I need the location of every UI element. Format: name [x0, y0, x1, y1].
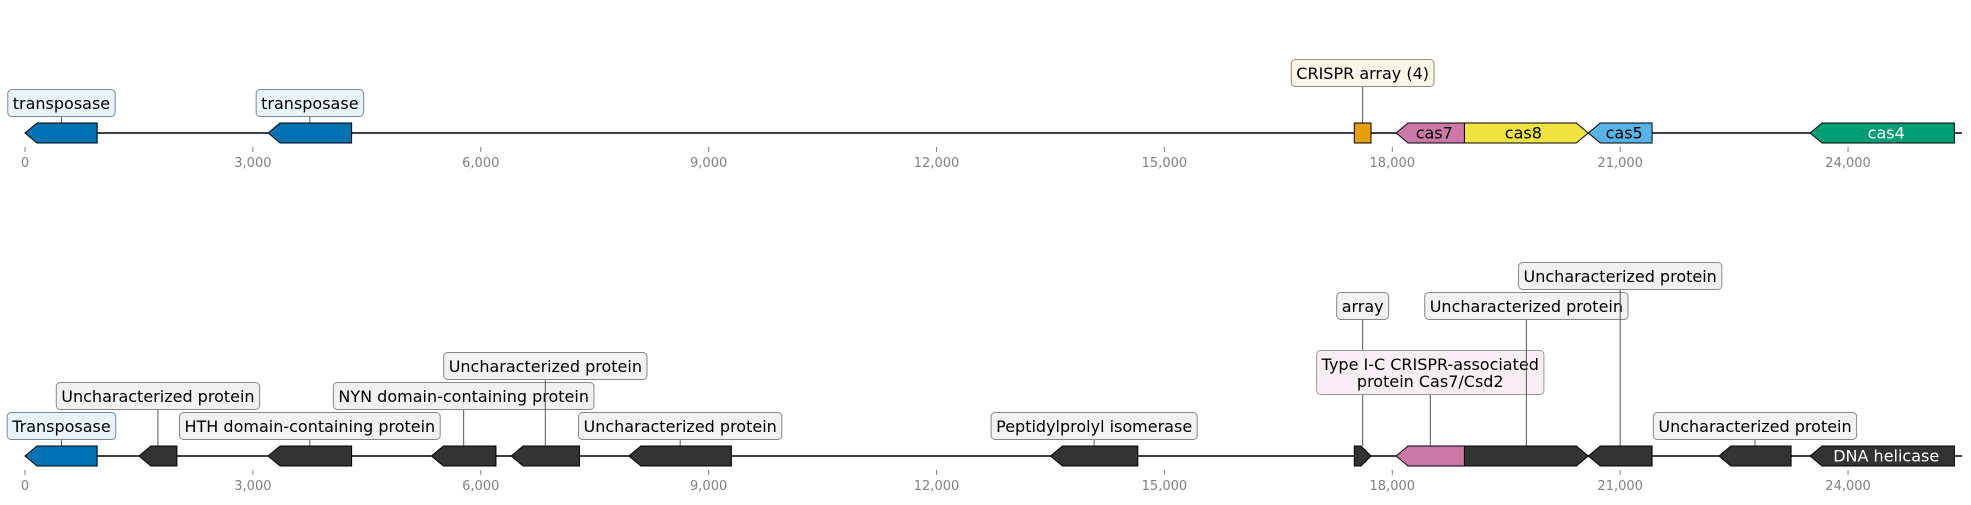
feature-label-box	[332, 382, 595, 410]
feature-label: array	[1336, 292, 1390, 320]
axis-tick-label: 12,000	[914, 156, 960, 171]
axis-tick-label: 0	[21, 479, 29, 494]
axis-tick-label: 21,000	[1597, 156, 1643, 171]
feature-label-box	[1518, 262, 1723, 290]
gene-arrow	[1463, 122, 1590, 144]
feature-label: Uncharacterized protein	[1518, 262, 1723, 290]
feature-label-box	[7, 89, 116, 117]
axis-tick-label: 18,000	[1370, 156, 1416, 171]
feature-label: Uncharacterized protein	[443, 352, 648, 380]
track-crispr-cas-summary: 0 3,000 6,000 9,000 12,000 15,000 18,000 21,000…	[7, 59, 1962, 171]
gene-arrow	[510, 445, 581, 467]
feature-label-box	[1652, 412, 1858, 440]
feature-label-box	[255, 89, 365, 117]
feature-label: HTH domain-containing protein	[178, 412, 441, 440]
gene-arrow	[1049, 445, 1139, 467]
feature-label: NYN domain-containing protein	[332, 382, 595, 410]
gene-arrow	[1809, 445, 1955, 467]
feature-label-text: Uncharacterized protein	[1430, 297, 1623, 316]
feature-label-text: Peptidylprolyl isomerase	[996, 417, 1192, 436]
crispr-array-box	[1353, 122, 1372, 144]
feature-label-box	[1290, 59, 1435, 87]
feature-label-text: Type I-C CRISPR-associated	[1321, 355, 1539, 374]
feature-label-box	[443, 352, 648, 380]
feature-labels: transposase transposase CRISPR array (4)	[7, 59, 1435, 123]
axis-tick-label: 0	[21, 156, 29, 171]
feature-label: Uncharacterized protein	[1424, 292, 1629, 320]
feature-label-text: CRISPR array (4)	[1296, 64, 1429, 83]
feature-labels: Transposase Uncharacterized protein HTH do…	[6, 262, 1858, 446]
gene-arrow	[1395, 122, 1465, 144]
feature-label-box	[1316, 350, 1545, 395]
feature-label: transposase	[255, 89, 365, 117]
axis-tick-label: 15,000	[1142, 479, 1188, 494]
track-annotated-genes: 0 3,000 6,000 9,000 12,000 15,000 18,000 21,000…	[6, 262, 1962, 494]
feature-label: Uncharacterized protein	[1652, 412, 1858, 440]
feature-label-box	[1424, 292, 1629, 320]
feature-label-text: Transposase	[11, 417, 111, 436]
feature-label-text: NYN domain-containing protein	[338, 387, 589, 406]
gene-arrow	[628, 445, 732, 467]
feature-label-text: HTH domain-containing protein	[184, 417, 435, 436]
axis-tick-label: 12,000	[914, 479, 960, 494]
gene-arrow	[430, 445, 497, 467]
feature-label-text: protein Cas7/Csd2	[1357, 372, 1504, 391]
feature-label: Uncharacterized protein	[55, 382, 261, 410]
feature-label-text: Uncharacterized protein	[584, 417, 777, 436]
feature-label-text: Uncharacterized protein	[61, 387, 254, 406]
axis-tick-label: 21,000	[1597, 479, 1643, 494]
axis-tick-label: 6,000	[462, 156, 499, 171]
gene-arrow	[1463, 445, 1590, 467]
axis-tick-label: 6,000	[462, 479, 499, 494]
feature-label-text: Uncharacterized protein	[1524, 267, 1717, 286]
gene-arrow	[1353, 445, 1372, 467]
gene-arrow	[267, 122, 353, 144]
gene-arrow-label: cas5	[1606, 124, 1643, 143]
feature-label: Uncharacterized protein	[578, 412, 783, 440]
feature-label-text: transposase	[13, 94, 110, 113]
feature-label: Peptidylprolyl isomerase	[990, 412, 1198, 440]
feature-label-text: Uncharacterized protein	[1658, 417, 1851, 436]
feature-label-text: Uncharacterized protein	[449, 357, 642, 376]
gene-arrow	[267, 445, 353, 467]
feature-label-box	[1336, 292, 1390, 320]
gene-arrow	[1395, 445, 1465, 467]
gene-arrow	[1587, 445, 1653, 467]
feature-label-text: array	[1342, 297, 1384, 316]
feature-label: CRISPR array (4)	[1290, 59, 1435, 87]
axis-tick-label: 24,000	[1825, 479, 1871, 494]
gene-arrow	[1718, 445, 1792, 467]
feature-label: transposase	[7, 89, 116, 117]
feature-label-box	[578, 412, 783, 440]
axis-tick-label: 9,000	[690, 479, 727, 494]
feature-label: Transposase	[6, 412, 117, 440]
gene-arrow	[24, 445, 98, 467]
axis-tick-label: 9,000	[690, 156, 727, 171]
gene-arrow-label: cas8	[1505, 124, 1542, 143]
axis-tick-label: 15,000	[1142, 156, 1188, 171]
gene-arrow-label: DNA helicase	[1833, 447, 1939, 466]
gene-arrow	[138, 445, 178, 467]
gene-arrow-label: cas7	[1416, 124, 1453, 143]
axis-tick-label: 3,000	[234, 156, 271, 171]
axis-tick-label: 18,000	[1370, 479, 1416, 494]
gene-arrow	[1587, 122, 1653, 144]
feature-label-box	[178, 412, 441, 440]
feature-label-text: transposase	[261, 94, 358, 113]
feature-label-box	[55, 382, 261, 410]
gene-arrow-label: cas4	[1868, 124, 1905, 143]
feature-label-box	[990, 412, 1198, 440]
axis-tick-label: 3,000	[234, 479, 271, 494]
feature-label-box	[6, 412, 117, 440]
gene-arrow	[24, 122, 98, 144]
axis-tick-label: 24,000	[1825, 156, 1871, 171]
gene-arrow	[1809, 122, 1955, 144]
